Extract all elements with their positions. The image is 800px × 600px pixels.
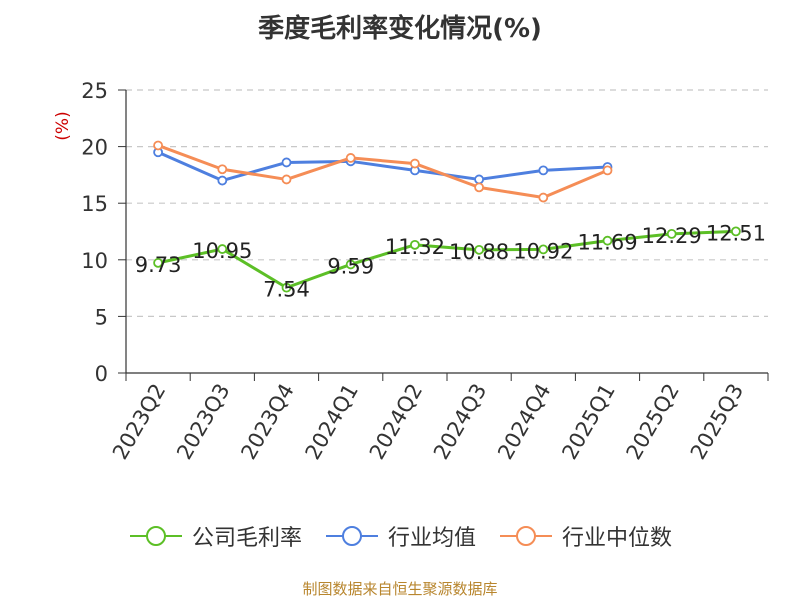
data-label: 11.69 xyxy=(577,231,637,255)
series-line xyxy=(157,144,609,200)
series-line xyxy=(157,229,736,290)
x-tick-label: 2023Q4 xyxy=(236,380,298,464)
legend-label-industry-mean: 行业均值 xyxy=(387,526,476,551)
data-point xyxy=(153,140,164,151)
x-tick-label: 2023Q3 xyxy=(172,380,234,464)
legend-item-industry-median[interactable]: 行业中位数 xyxy=(498,520,672,552)
data-label: 9.59 xyxy=(327,254,374,278)
data-point xyxy=(345,153,356,163)
series-line xyxy=(157,150,608,183)
x-tick-label: 2024Q1 xyxy=(301,380,363,464)
data-label: 12.51 xyxy=(706,221,766,245)
legend-label-industry-median: 行业中位数 xyxy=(562,526,673,551)
data-point xyxy=(345,259,356,270)
y-tick-label: 5 xyxy=(95,305,108,329)
x-tick-label: 2025Q2 xyxy=(622,380,684,464)
legend-item-industry-mean[interactable]: 行业均值 xyxy=(324,520,476,552)
legend-item-company-margin[interactable]: 公司毛利率 xyxy=(128,520,302,552)
chart-title: 季度毛利率变化情况(%) xyxy=(258,14,542,44)
data-point xyxy=(281,157,292,168)
y-tick-label: 25 xyxy=(81,79,108,103)
data-source-note: 制图数据来自恒生聚源数据库 xyxy=(302,580,498,598)
x-tick-label: 2024Q2 xyxy=(365,380,427,464)
data-label: 11.32 xyxy=(385,235,445,259)
legend-marker-industry-mean xyxy=(325,526,378,546)
x-tick-label: 2024Q4 xyxy=(493,380,555,464)
y-tick-label: 10 xyxy=(81,249,108,273)
data-point xyxy=(474,244,485,255)
data-point xyxy=(153,257,164,268)
data-point xyxy=(538,192,549,203)
legend-marker-industry-median xyxy=(500,526,552,546)
legend-label-company-margin: 公司毛利率 xyxy=(191,526,302,551)
y-tick-label: 0 xyxy=(95,362,108,386)
data-point xyxy=(474,182,485,193)
data-point xyxy=(217,244,228,254)
data-point xyxy=(602,235,613,246)
legend: 公司毛利率 行业均值 行业中位数 xyxy=(0,520,800,552)
x-tick-label: 2025Q1 xyxy=(557,380,619,464)
data-point xyxy=(474,174,485,185)
data-label: 12.29 xyxy=(642,224,702,248)
data-label: 10.88 xyxy=(449,240,509,264)
data-point xyxy=(409,239,420,250)
data-label: 7.54 xyxy=(263,278,310,302)
data-point xyxy=(281,174,292,185)
data-label: 10.95 xyxy=(192,239,252,263)
legend-marker-company-margin xyxy=(129,526,182,546)
data-point xyxy=(217,164,228,175)
data-point xyxy=(281,282,292,293)
data-label: 10.92 xyxy=(513,239,573,263)
data-point xyxy=(217,175,228,186)
y-tick-label: 20 xyxy=(81,136,108,160)
x-tick-label: 2025Q3 xyxy=(686,380,748,464)
data-point xyxy=(666,228,677,239)
data-label: 9.73 xyxy=(135,253,182,277)
x-tick-label: 2023Q2 xyxy=(108,380,170,464)
data-point xyxy=(731,226,741,237)
data-point xyxy=(602,165,613,176)
x-tick-label: 2024Q3 xyxy=(429,379,491,463)
data-point xyxy=(409,158,420,169)
y-tick-label: 15 xyxy=(81,192,108,216)
y-axis-label: (%) xyxy=(53,111,73,140)
data-point xyxy=(538,244,549,255)
data-point xyxy=(538,165,549,176)
